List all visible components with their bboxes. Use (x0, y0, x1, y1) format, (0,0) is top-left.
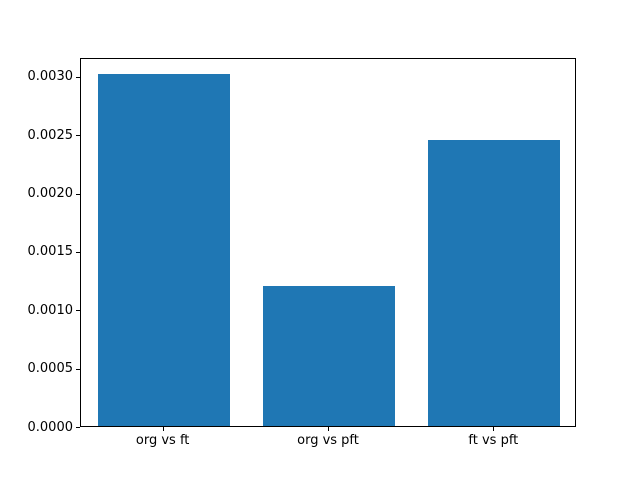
x-tick-mark (162, 427, 164, 431)
x-tick-mark (328, 427, 329, 431)
x-tick-label: ft vs pft (468, 433, 519, 448)
bar-org-vs-ft (97, 73, 230, 426)
y-tick-mark (76, 135, 80, 137)
y-tick-label: 0.0000 (27, 419, 74, 435)
y-tick-mark (76, 76, 80, 78)
y-tick-mark (76, 368, 80, 370)
y-tick-label: 0.0030 (27, 69, 74, 85)
y-tick-label: 0.0005 (27, 361, 74, 377)
bar-ft-vs-pft (428, 140, 561, 426)
y-tick-mark (76, 193, 80, 195)
bar-org-vs-pft (262, 285, 396, 426)
axes (80, 58, 576, 427)
y-tick-label: 0.0025 (27, 127, 74, 143)
y-tick-label: 0.0015 (27, 244, 74, 260)
x-tick-mark (493, 427, 495, 431)
y-tick-mark (76, 427, 80, 428)
x-tick-label: org vs ft (135, 433, 190, 448)
x-tick-label: org vs pft (297, 433, 359, 448)
y-tick-mark (76, 251, 80, 253)
y-tick-label: 0.0010 (27, 302, 74, 318)
y-tick-label: 0.0020 (27, 186, 74, 202)
y-tick-mark (76, 310, 80, 312)
